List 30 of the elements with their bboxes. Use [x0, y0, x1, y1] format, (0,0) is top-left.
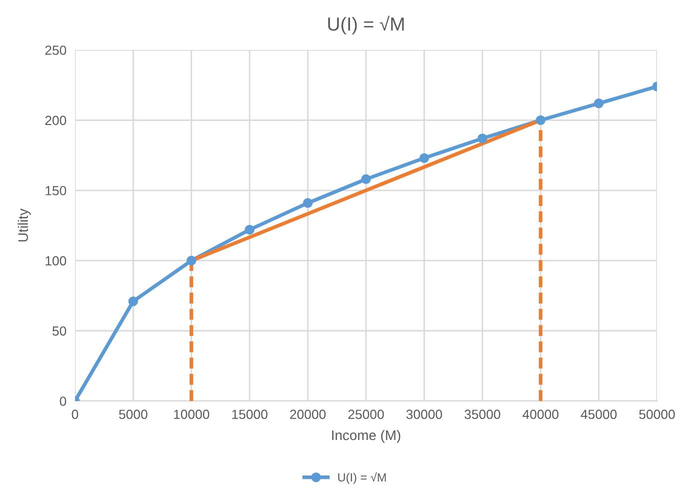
y-tick-label: 250	[45, 46, 66, 55]
point	[244, 224, 254, 235]
x-tick-label: 10000	[174, 410, 210, 420]
y-tick-label: 150	[46, 186, 66, 196]
point	[594, 98, 604, 108]
x-tick-label: 45000	[580, 410, 617, 420]
x-tick-label: 30000	[406, 410, 442, 420]
y-tick-label: 200	[45, 116, 66, 126]
point	[128, 296, 138, 306]
y-tick-label: 100	[46, 256, 66, 266]
point	[186, 256, 196, 266]
x-tick-label: 25000	[348, 410, 384, 420]
chart-title: U(I) = √M	[328, 16, 404, 34]
point	[478, 134, 488, 144]
y-tick-label: 0	[60, 396, 66, 406]
x-tick-label: 20000	[290, 410, 326, 420]
y-tick-label: 50	[52, 326, 66, 336]
x-tick-label: 0	[72, 410, 78, 420]
x-tick-label: 15000	[232, 410, 268, 420]
x-tick-label: 40000	[522, 410, 558, 420]
point	[302, 198, 313, 208]
x-tick-label: 35000	[464, 410, 500, 420]
x-tick-label: 5000	[119, 410, 148, 420]
legend-label: U(I) = √M	[338, 472, 386, 484]
x-axis-title: Income (M)	[332, 430, 400, 443]
point	[419, 153, 430, 163]
y-axis-title: Utility	[18, 208, 31, 242]
x-tick-label: 50000	[639, 410, 675, 420]
point	[536, 115, 546, 126]
point	[361, 174, 371, 184]
